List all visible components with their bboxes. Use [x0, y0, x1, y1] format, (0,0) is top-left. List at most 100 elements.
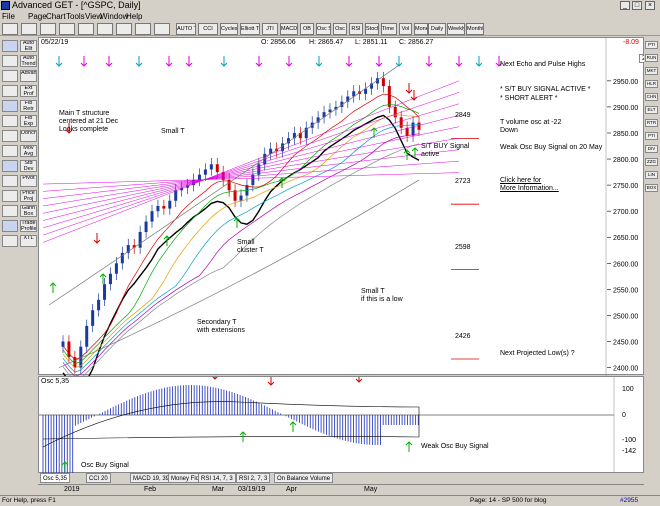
toolbar-time-trend-button[interactable]: Time Trend: [381, 23, 397, 35]
candle-body: [364, 88, 368, 94]
tool-icon-button[interactable]: [2, 160, 18, 172]
minimize-button[interactable]: _: [620, 1, 630, 10]
tab-rsi-2-7-3[interactable]: RSI 2, 7, 3: [236, 473, 271, 483]
tool-icon-button[interactable]: [2, 40, 18, 52]
toolbar-stoch-button[interactable]: Stoch: [365, 23, 379, 35]
tool-pivot-button[interactable]: Pivot: [20, 175, 37, 187]
toolbar-icon-button[interactable]: [78, 23, 94, 35]
tool-donch-button[interactable]: Donch: [20, 130, 37, 142]
tool-advanced-button[interactable]: Advanced: [20, 70, 37, 82]
candle-body: [67, 341, 71, 358]
tab-rsi-14-7-3[interactable]: RSI 14, 7, 3: [198, 473, 236, 483]
toolbar-icon-button[interactable]: [135, 23, 151, 35]
more-info-link-1[interactable]: Click here for: [500, 177, 542, 184]
oscillator-panel[interactable]: Osc 5,35 100 0 -100 -142 Osc Buy Signal …: [38, 376, 644, 474]
toolbar-icon-button[interactable]: [21, 23, 37, 35]
tool-icon-button[interactable]: [2, 130, 18, 142]
toolbar-osc-button[interactable]: Osc: [333, 23, 347, 35]
candle-body: [375, 78, 379, 84]
tool-icon-button[interactable]: [2, 70, 18, 82]
tab-osc-5-35[interactable]: Osc 5,35: [40, 473, 71, 483]
toolbar-elliott-trig-button[interactable]: Elliott Trig: [240, 23, 260, 35]
side-rtr-button-6[interactable]: RTR: [645, 119, 658, 127]
side-pti-button-0[interactable]: PTI: [645, 41, 658, 49]
side-div-button-8[interactable]: DIV: [645, 145, 658, 153]
tab-on-balance-volume[interactable]: On Balance Volume: [274, 473, 334, 483]
annotation-st-buy-1: S/T BUY Signal: [421, 143, 470, 150]
menu-chart[interactable]: Chart: [46, 12, 66, 21]
side-run-button-1[interactable]: RUN: [645, 54, 658, 62]
tool-icon-button[interactable]: [2, 85, 18, 97]
menu-file[interactable]: File: [2, 12, 15, 21]
side-box-button-11[interactable]: BOX: [645, 184, 658, 192]
menu-window[interactable]: Window: [100, 12, 129, 21]
osc-green-arrow-head: [61, 461, 69, 466]
maximize-button[interactable]: □: [632, 1, 642, 10]
price-axis: 2950.00 2900.00 2850.00 2800.00 2750.00 2700.…: [607, 79, 638, 373]
toolbar-macd-button[interactable]: MACD: [280, 23, 298, 35]
side-zzg-button-9[interactable]: ZZG: [645, 158, 658, 166]
toolbar-icon-button[interactable]: [154, 23, 170, 35]
tool-icon-button[interactable]: [2, 145, 18, 157]
menu-page[interactable]: Page: [28, 12, 47, 21]
top-arrow-head: [475, 62, 483, 67]
tool-xtl-button[interactable]: XTL: [20, 235, 37, 247]
annotation-st-buy-2: active: [421, 151, 440, 158]
toolbar-vol-button[interactable]: Vol: [399, 23, 412, 35]
candle-body: [292, 132, 296, 139]
menu-view[interactable]: View: [85, 12, 103, 21]
candle-body: [304, 127, 308, 139]
toolbar-cycles-button[interactable]: Cycles: [220, 23, 238, 35]
toolbar-icon-button[interactable]: [59, 23, 75, 35]
side-hlr-button-3[interactable]: HLR: [645, 80, 658, 88]
tool-fib-exp-button[interactable]: Fib Exp: [20, 115, 37, 127]
menu-tools[interactable]: Tools: [66, 12, 85, 21]
tool-icon-button[interactable]: [2, 235, 18, 247]
toolbar-ob-button[interactable]: OB: [300, 23, 314, 35]
toolbar-rsi-button[interactable]: RSI: [349, 23, 363, 35]
side-chn-button-4[interactable]: CHN: [645, 93, 658, 101]
toolbar-icon-button[interactable]: [97, 23, 113, 35]
tool-mov-avg-button[interactable]: Mov Avg: [20, 145, 37, 157]
tool-auto-trend-button[interactable]: Auto Trend: [20, 55, 37, 67]
candle-body: [417, 122, 421, 130]
tool-fib-retr-button[interactable]: Fib Retr: [20, 100, 37, 112]
toolbar-osc-sum-button[interactable]: Osc Sum: [316, 23, 331, 35]
toolbar-cci-button[interactable]: CCI: [198, 23, 218, 35]
side-pti-button-7[interactable]: PTI: [645, 132, 658, 140]
toolbar-weekly-button[interactable]: Weekly: [447, 23, 465, 35]
toolbar-icon-button[interactable]: [40, 23, 56, 35]
tool-icon-button[interactable]: [2, 115, 18, 127]
side-lin-button-10[interactable]: LIN: [645, 171, 658, 179]
tool-icon-button[interactable]: [2, 175, 18, 187]
tool-auto-ellt-button[interactable]: Auto Ellt: [20, 40, 37, 52]
toolbar-auto-trd-button[interactable]: AUTO TRD: [176, 23, 196, 35]
toolbar-daily-button[interactable]: Daily: [428, 23, 446, 35]
tool-ext-prof-button[interactable]: Ext Prof: [20, 85, 37, 97]
annotation-small-cluster-1: Small: [237, 239, 255, 246]
close-button[interactable]: ×: [645, 1, 655, 10]
toolbar-money-flow-button[interactable]: Money Flow: [414, 23, 428, 35]
tool-icon-button[interactable]: [2, 190, 18, 202]
toolbar-icon-button[interactable]: [2, 23, 18, 35]
toolbar-icon-button[interactable]: [116, 23, 132, 35]
more-info-link-2[interactable]: More Information...: [500, 185, 559, 192]
side-mkt-button-2[interactable]: MKT: [645, 67, 658, 75]
time-label-may: May: [364, 486, 378, 493]
tool-icon-button[interactable]: [2, 100, 18, 112]
tool-icon-button[interactable]: [2, 205, 18, 217]
tool-price-proj-button[interactable]: Price Proj: [20, 190, 37, 202]
tool-icon-button[interactable]: [2, 220, 18, 232]
tool-std-dev-button[interactable]: Std Dev: [20, 160, 37, 172]
tool-icon-button[interactable]: [2, 55, 18, 67]
price-chart[interactable]: 2950.00 2900.00 2850.00 2800.00 2750.00 2700.…: [38, 37, 660, 376]
menu-help[interactable]: Help: [126, 12, 143, 21]
top-arrow-head: [185, 62, 193, 67]
tool-gann-box-button[interactable]: Gann Box: [20, 205, 37, 217]
side-elt-button-5[interactable]: ELT: [645, 106, 658, 114]
candle-body: [209, 164, 213, 170]
toolbar-monthly-button[interactable]: Monthly: [466, 23, 484, 35]
tool-trade-profiler-button[interactable]: Trade Profiler: [20, 220, 37, 232]
tab-cci-20[interactable]: CCI 20: [86, 473, 111, 483]
toolbar-jti-button[interactable]: JTI: [262, 23, 278, 35]
